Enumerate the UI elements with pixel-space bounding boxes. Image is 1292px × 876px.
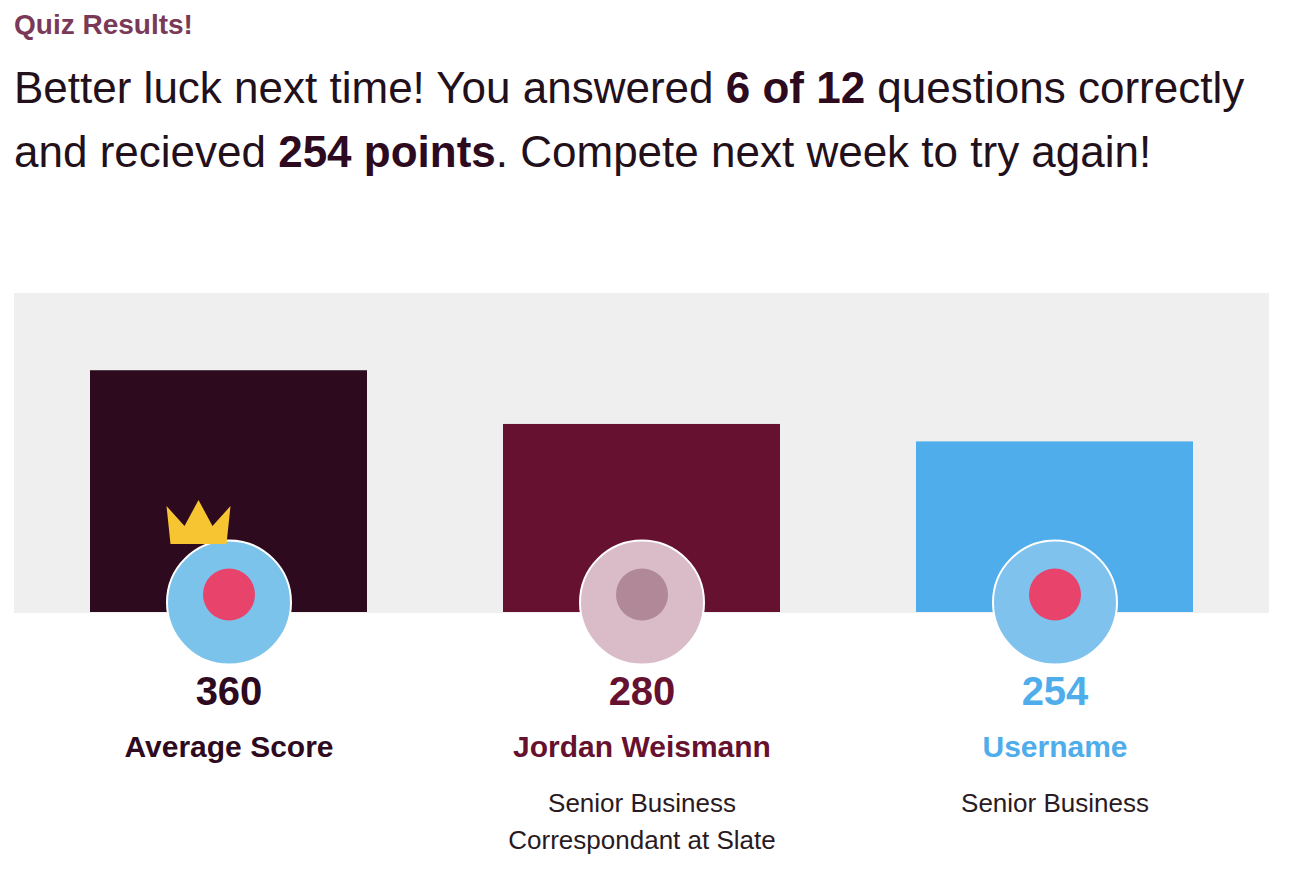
html-text:Better luck next time! You ans: Better luck next time! You answered 6 of… [14,63,1245,176]
html-text:Quiz Results!: Quiz Results! [14,9,193,40]
svg-text:Senior Business: Senior Business [961,788,1149,818]
svg-text:Username: Username [982,730,1127,763]
svg-text:280: 280 [609,669,676,713]
svg-text:Jordan Weismann: Jordan Weismann [513,730,771,763]
svg-text:Senior BusinessCorrespondant a: Senior BusinessCorrespondant at Slate [508,788,775,855]
svg-text:360: 360 [196,669,263,713]
svg-text:254: 254 [1022,669,1089,713]
svg-text:Average Score: Average Score [124,730,333,763]
